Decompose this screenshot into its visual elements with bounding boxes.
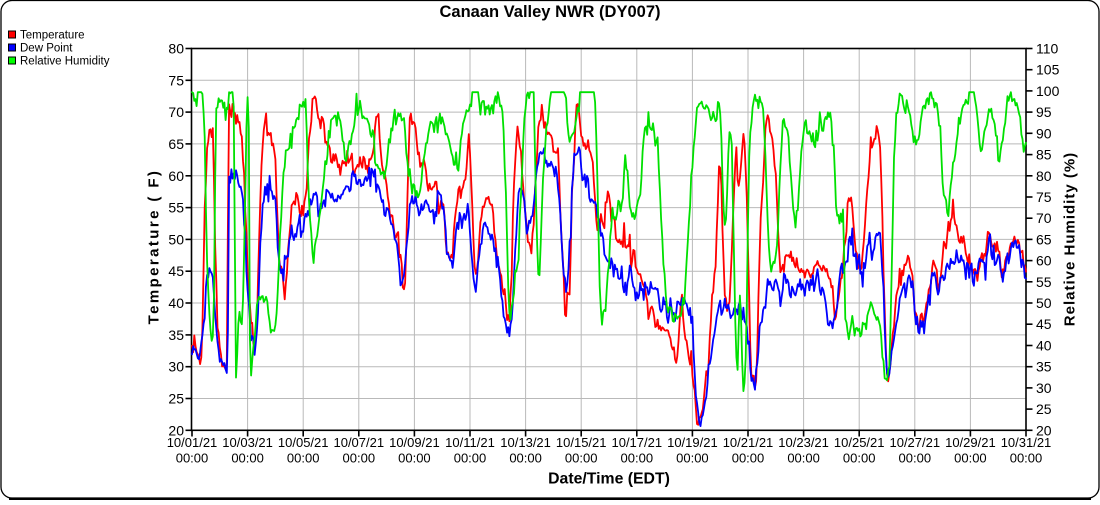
svg-text:Temperature ( F): Temperature ( F) [146,169,163,325]
svg-text:25: 25 [168,391,184,407]
svg-text:65: 65 [168,136,184,152]
svg-text:10/03/21: 10/03/21 [222,435,273,450]
svg-text:Relative Humidity: Relative Humidity [20,56,110,68]
svg-text:00:00: 00:00 [176,451,209,466]
svg-text:35: 35 [1036,359,1052,375]
svg-text:30: 30 [1036,380,1052,396]
svg-text:10/05/21: 10/05/21 [278,435,329,450]
svg-text:85: 85 [1036,147,1052,163]
svg-text:Date/Time (EDT): Date/Time (EDT) [548,471,670,488]
svg-text:Temperature: Temperature [20,30,85,42]
svg-text:10/13/21: 10/13/21 [500,435,551,450]
svg-text:30: 30 [168,359,184,375]
svg-text:Canaan Valley NWR (DY007): Canaan Valley NWR (DY007) [440,3,661,21]
svg-text:Relative Humidity (%): Relative Humidity (%) [1062,152,1079,326]
svg-text:00:00: 00:00 [343,451,376,466]
svg-text:25: 25 [1036,401,1052,417]
svg-text:45: 45 [168,263,184,279]
svg-text:75: 75 [168,72,184,88]
svg-text:40: 40 [1036,338,1052,354]
svg-text:20: 20 [168,422,184,438]
svg-text:20: 20 [1036,422,1052,438]
svg-text:10/09/21: 10/09/21 [389,435,440,450]
svg-text:55: 55 [1036,274,1052,290]
svg-text:35: 35 [168,327,184,343]
svg-text:10/17/21: 10/17/21 [611,435,662,450]
svg-text:10/07/21: 10/07/21 [333,435,384,450]
svg-text:10/31/21: 10/31/21 [1001,435,1052,450]
svg-text:00:00: 00:00 [621,451,654,466]
svg-text:55: 55 [168,200,184,216]
svg-text:00:00: 00:00 [843,451,876,466]
svg-text:10/25/21: 10/25/21 [834,435,885,450]
svg-text:45: 45 [1036,316,1052,332]
svg-text:50: 50 [1036,295,1052,311]
svg-text:80: 80 [1036,168,1052,184]
svg-text:00:00: 00:00 [287,451,320,466]
svg-text:Dew Point: Dew Point [20,43,73,55]
svg-text:10/11/21: 10/11/21 [445,435,495,450]
svg-text:10/29/21: 10/29/21 [945,435,996,450]
svg-text:10/19/21: 10/19/21 [667,435,718,450]
svg-text:100: 100 [1036,83,1060,99]
svg-text:70: 70 [1036,210,1052,226]
svg-text:95: 95 [1036,104,1052,120]
svg-text:60: 60 [168,168,184,184]
svg-text:00:00: 00:00 [454,451,487,466]
svg-text:00:00: 00:00 [231,451,264,466]
svg-text:10/23/21: 10/23/21 [778,435,829,450]
svg-text:10/01/21: 10/01/21 [167,435,218,450]
svg-text:65: 65 [1036,231,1052,247]
svg-text:10/27/21: 10/27/21 [889,435,940,450]
svg-text:90: 90 [1036,125,1052,141]
svg-text:00:00: 00:00 [565,451,598,466]
svg-text:60: 60 [1036,253,1052,269]
svg-text:00:00: 00:00 [732,451,765,466]
svg-text:00:00: 00:00 [509,451,542,466]
svg-text:00:00: 00:00 [954,451,987,466]
svg-text:40: 40 [168,295,184,311]
svg-text:80: 80 [168,41,184,57]
svg-text:00:00: 00:00 [899,451,932,466]
svg-text:00:00: 00:00 [676,451,709,466]
svg-text:75: 75 [1036,189,1052,205]
svg-text:10/15/21: 10/15/21 [556,435,607,450]
svg-text:110: 110 [1036,41,1059,57]
svg-text:10/21/21: 10/21/21 [723,435,774,450]
svg-text:00:00: 00:00 [1010,451,1043,466]
svg-text:70: 70 [168,104,184,120]
svg-text:00:00: 00:00 [787,451,820,466]
svg-text:50: 50 [168,231,184,247]
svg-text:105: 105 [1036,62,1060,78]
svg-text:00:00: 00:00 [398,451,431,466]
